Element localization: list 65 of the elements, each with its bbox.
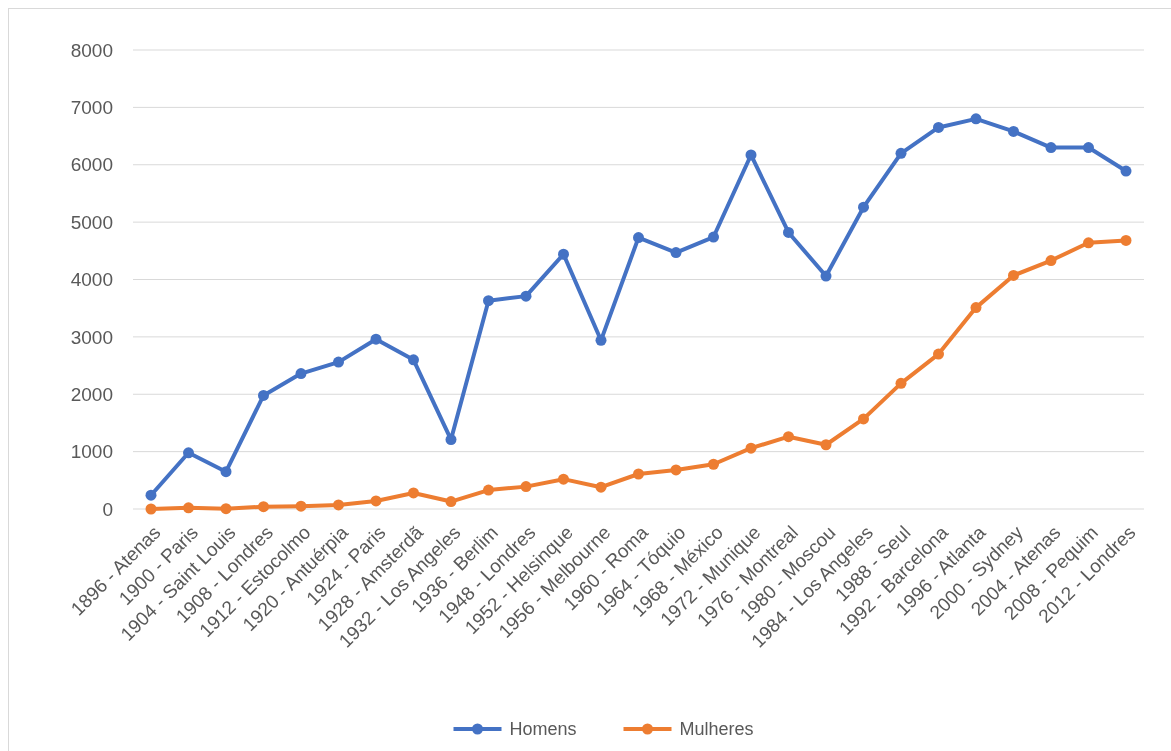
- point: [183, 502, 194, 514]
- point: [408, 487, 419, 499]
- legend-label: Mulheres: [679, 719, 754, 740]
- point: [295, 368, 307, 380]
- y-tick-label: 5000: [70, 211, 113, 233]
- point: [708, 458, 719, 470]
- point: [183, 447, 194, 459]
- point: [520, 481, 532, 493]
- point: [258, 501, 269, 513]
- point: [1120, 234, 1132, 246]
- point: [445, 434, 457, 446]
- point: [1045, 255, 1057, 267]
- point: [220, 503, 232, 515]
- point: [1083, 142, 1094, 154]
- y-tick-label: 2000: [70, 383, 113, 405]
- point: [445, 496, 457, 508]
- point: [933, 121, 944, 133]
- y-tick-label: 3000: [70, 326, 113, 348]
- point: [595, 481, 607, 493]
- point: [520, 290, 532, 302]
- point: [333, 499, 344, 511]
- point: [783, 431, 794, 443]
- point: [258, 389, 269, 401]
- point: [558, 248, 569, 260]
- point: [633, 468, 644, 480]
- point: [333, 356, 344, 368]
- point: [633, 232, 644, 244]
- point: [745, 442, 757, 454]
- point: [370, 333, 382, 345]
- point: [970, 113, 982, 125]
- point: [895, 377, 907, 389]
- point: [858, 201, 869, 213]
- point: [820, 270, 832, 282]
- point: [595, 334, 607, 346]
- point: [483, 295, 494, 307]
- point: [370, 495, 382, 507]
- point: [145, 503, 157, 515]
- point: [783, 226, 794, 238]
- point: [708, 231, 719, 243]
- y-tick-label: 8000: [70, 39, 113, 61]
- legend-label: Homens: [509, 719, 577, 740]
- point: [970, 302, 982, 314]
- point: [1120, 165, 1132, 177]
- point: [295, 500, 307, 512]
- point: [1083, 237, 1094, 249]
- point: [220, 466, 232, 478]
- point: [858, 413, 869, 425]
- point: [145, 489, 157, 501]
- point: [1008, 269, 1019, 281]
- point: [670, 247, 682, 259]
- y-tick-label: 0: [102, 498, 113, 520]
- y-tick-label: 7000: [70, 97, 113, 119]
- point: [558, 473, 569, 485]
- point: [1045, 142, 1057, 154]
- point: [820, 439, 832, 451]
- point: [895, 147, 907, 159]
- y-tick-label: 6000: [70, 154, 113, 176]
- point: [933, 348, 944, 360]
- y-tick-label: 4000: [70, 269, 113, 291]
- point: [745, 149, 757, 161]
- point: [408, 354, 419, 366]
- point: [1008, 125, 1019, 137]
- point: [483, 484, 494, 496]
- point: [670, 464, 682, 476]
- y-tick-label: 1000: [70, 441, 113, 463]
